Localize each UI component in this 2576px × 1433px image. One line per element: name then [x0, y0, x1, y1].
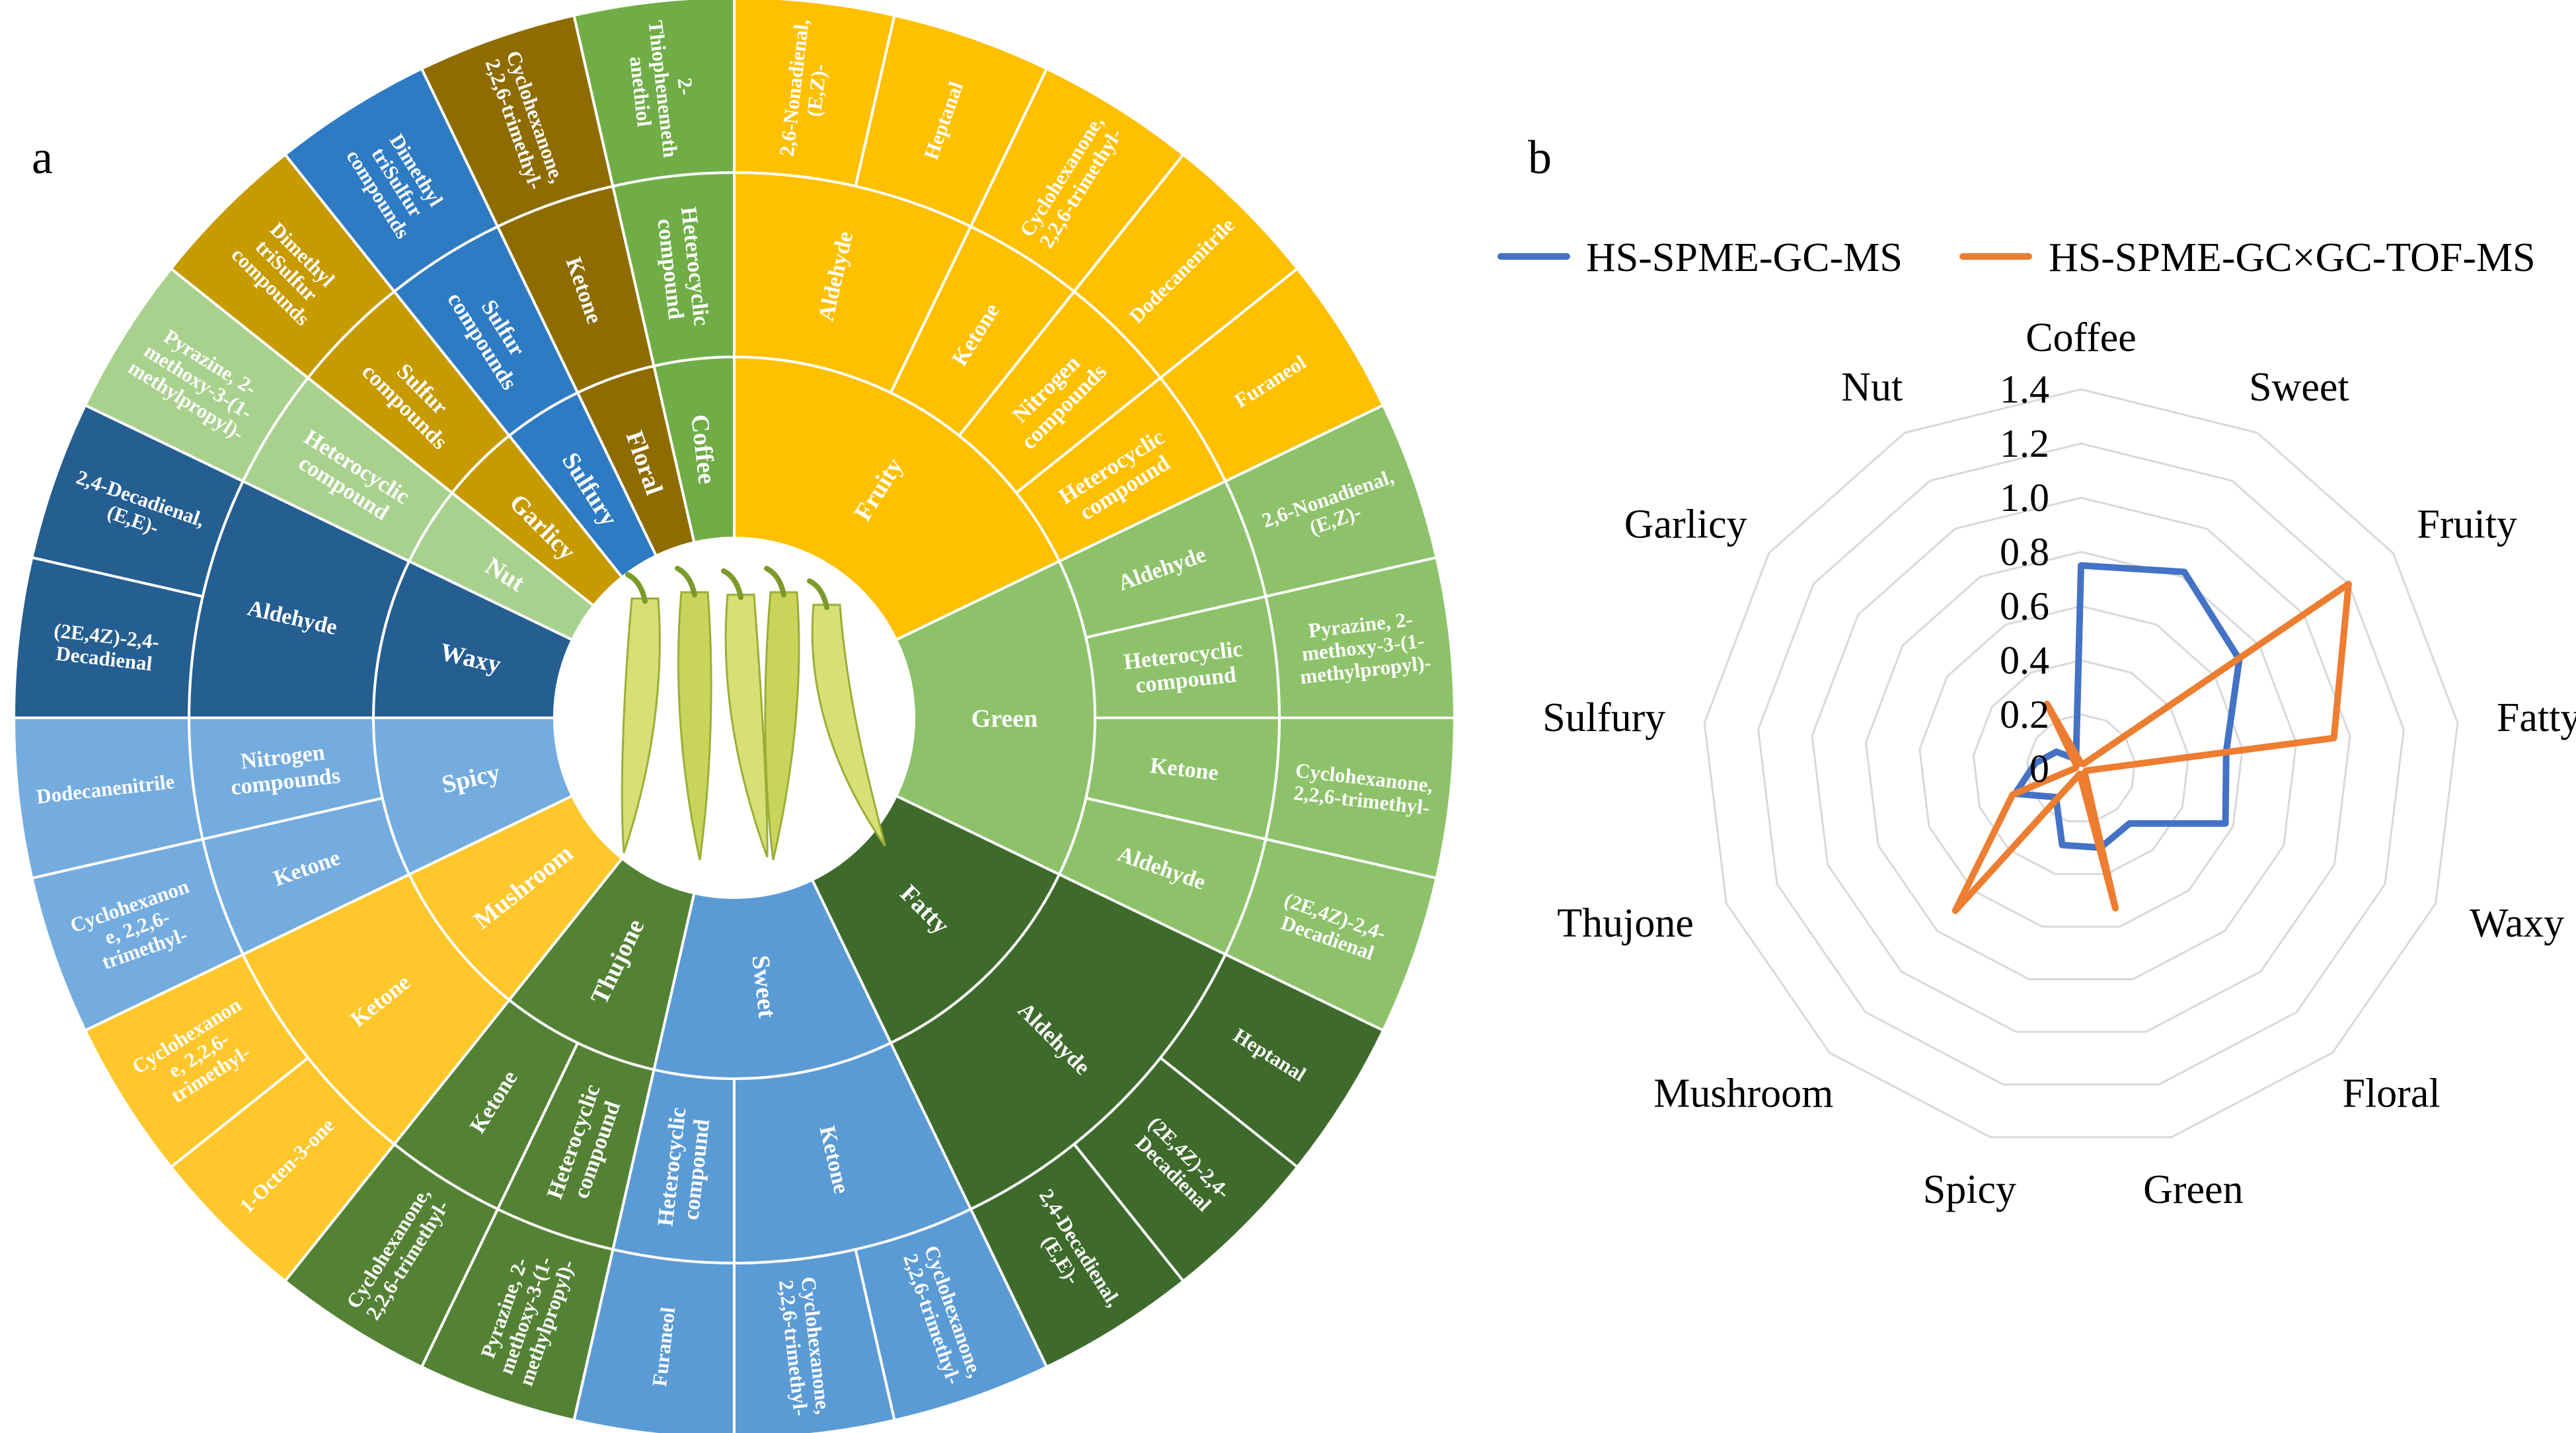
- radar-point: [2115, 907, 2117, 909]
- pepper: [724, 594, 769, 858]
- radar-point: [2055, 751, 2057, 753]
- radar-point: [2074, 767, 2076, 769]
- radar-point: [2347, 583, 2349, 585]
- radial-tick-label: 0: [2029, 747, 2049, 791]
- legend-label-series-2: HS-SPME-GC×GC-TOF-MS: [2049, 235, 2536, 280]
- radar-point: [2079, 773, 2081, 775]
- radar-point: [2076, 765, 2078, 767]
- pepper-stem: [764, 566, 786, 598]
- radar-point: [2129, 822, 2131, 824]
- axis-label: Fatty: [2497, 695, 2576, 740]
- radar-gridline: [1811, 496, 2351, 1033]
- pepper-stem: [807, 578, 829, 610]
- axis-label: Nut: [1841, 365, 1903, 410]
- radar-point: [2046, 703, 2048, 705]
- axis-label: Floral: [2342, 1071, 2440, 1116]
- radar-point: [1954, 910, 1956, 911]
- radar-gridline: [1864, 551, 2298, 980]
- radar-point: [2082, 763, 2084, 765]
- axis-label: Garlicy: [1624, 502, 1747, 547]
- axis-label: Green: [2143, 1167, 2243, 1212]
- panel-label-a: a: [32, 131, 53, 184]
- odor-label-line: Green: [971, 705, 1038, 732]
- axis-label: Waxy: [2470, 901, 2564, 946]
- radial-tick-label: 0.4: [2000, 639, 2049, 682]
- axis-label: Mushroom: [1653, 1071, 1833, 1116]
- radial-tick-label: 0.2: [2000, 693, 2049, 736]
- radar-gridline: [1757, 442, 2405, 1086]
- odor-label: Green: [971, 705, 1038, 732]
- sunburst-compound-segment: [572, 0, 736, 188]
- radar-gridline: [2026, 713, 2136, 823]
- axis-label: Coffee: [2026, 315, 2137, 360]
- radial-tick-label: 1.0: [2000, 476, 2049, 520]
- radar-series-1: [2012, 562, 2243, 851]
- radar-gridline: [1918, 605, 2244, 928]
- radar-legend: HS-SPME-GC-MS HS-SPME-GC×GC-TOF-MS: [1497, 235, 2536, 280]
- radar-point: [2084, 772, 2086, 774]
- radar-point: [2034, 762, 2036, 764]
- legend-label-series-1: HS-SPME-GC-MS: [1586, 235, 1903, 280]
- radar-point: [2061, 844, 2063, 846]
- axis-label: Fruity: [2417, 502, 2517, 547]
- radar-point: [2183, 571, 2185, 573]
- axis-label: Spicy: [1923, 1167, 2016, 1212]
- radar-point: [2080, 564, 2082, 566]
- pepper-stem: [625, 572, 648, 604]
- compound-class-label: Heterocycliccompound: [654, 1106, 716, 1230]
- axis-label: Thujone: [1557, 901, 1694, 946]
- pepper: [811, 603, 886, 847]
- radar-series-2: [1951, 580, 2352, 914]
- radar-point: [2224, 822, 2226, 824]
- pepper-photo: [621, 566, 886, 861]
- radar-gridline: [1703, 388, 2459, 1138]
- radar-point: [2333, 737, 2335, 739]
- radial-tick-label: 0.6: [2000, 584, 2049, 628]
- pepper: [621, 598, 661, 853]
- radial-tick-label: 1.2: [2000, 422, 2049, 465]
- radar-point: [2012, 794, 2014, 796]
- radial-tick-label: 0.8: [2000, 530, 2049, 574]
- pepper-stem: [675, 566, 697, 598]
- radar-gridline: [1972, 659, 2190, 875]
- panel-label-b: b: [1528, 131, 1552, 184]
- pepper: [764, 591, 800, 861]
- radar-chart: 0 0.2 0.4 0.6 0.8 1.0 1.2 1.4 Coffee Sweet Fruity F…: [1542, 315, 2576, 1212]
- pepper-stem: [721, 568, 743, 600]
- axis-label: Sweet: [2249, 365, 2349, 410]
- radial-tick-label: 1.4: [2000, 368, 2049, 411]
- radar-point: [2080, 762, 2082, 764]
- axis-label: Sulfury: [1542, 695, 1665, 740]
- compound-label-line: 2-: [673, 77, 698, 97]
- radar-point: [2085, 769, 2087, 771]
- pepper: [677, 591, 712, 861]
